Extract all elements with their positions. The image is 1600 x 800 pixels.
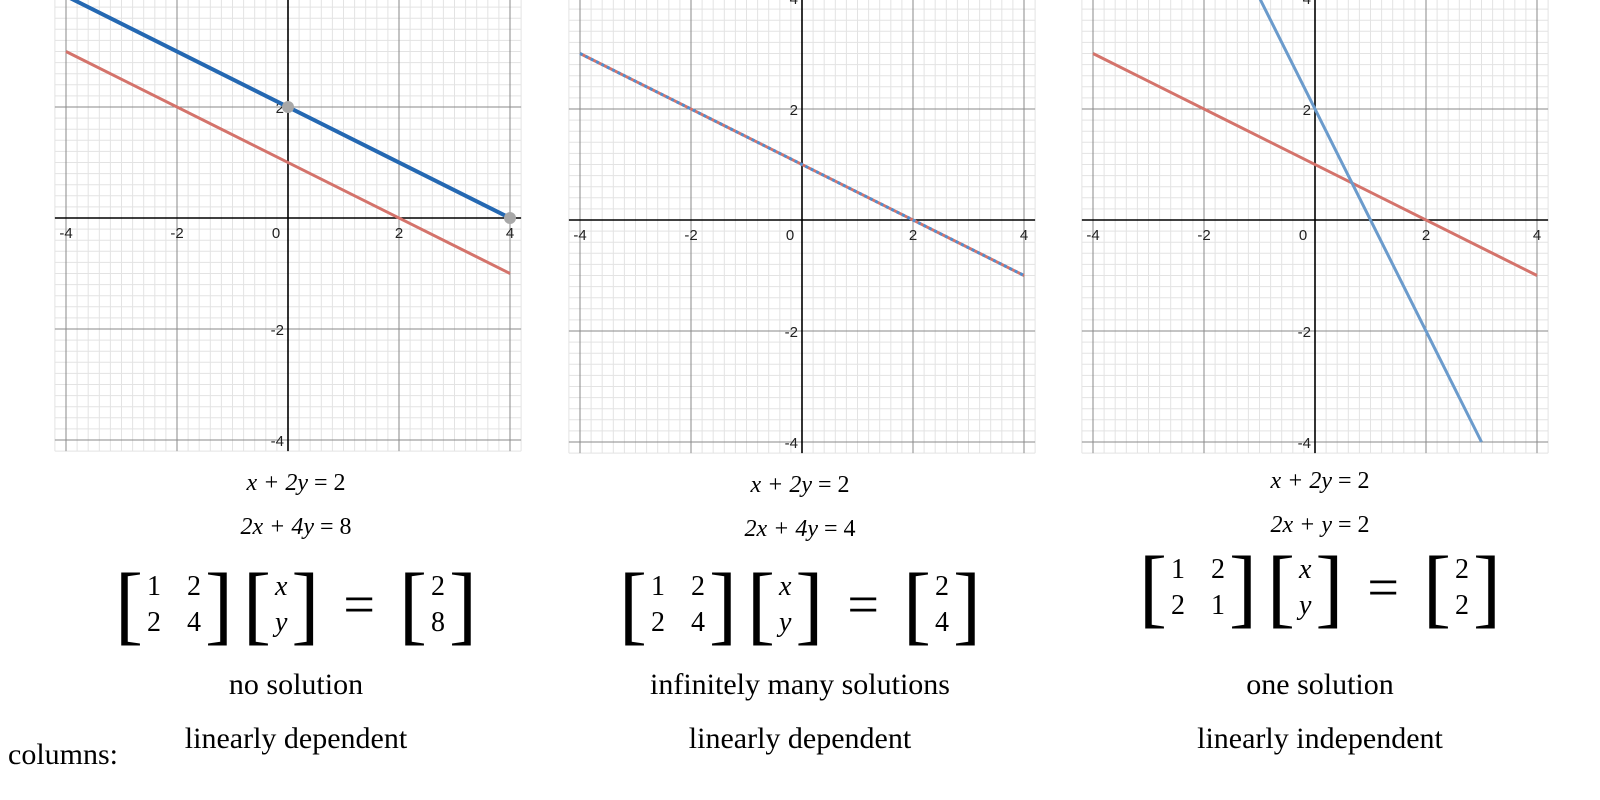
series-line-2: [1258, 0, 1483, 443]
equation-2: 2x + y = 2: [1270, 512, 1370, 538]
y-tick-label: 2: [276, 100, 284, 117]
equation-1: x + 2y = 2: [750, 472, 850, 498]
x-tick-label: 4: [1533, 227, 1541, 244]
panel-infinitely-many: -4 -2 0 2 4 -4 -2 2 4 x + 2y = 2 2x + 4y = 4 [ 1…: [540, 0, 1060, 800]
equation-2: 2x + 4y = 4: [744, 516, 856, 542]
equals-sign: =: [847, 574, 879, 636]
equation-1: x + 2y = 2: [246, 470, 346, 496]
y-tick-label: -4: [1298, 435, 1311, 452]
equation-2: 2x + 4y = 8: [240, 514, 352, 540]
equals-sign: =: [343, 574, 375, 636]
equals-sign: =: [1367, 557, 1399, 619]
y-tick-label: 2: [790, 102, 798, 119]
solution-label: one solution: [1246, 668, 1394, 701]
x-tick-label: 4: [506, 225, 514, 242]
marked-point: [504, 212, 516, 224]
x-tick-label: 2: [395, 225, 403, 242]
x-tick-label: 0: [786, 227, 794, 244]
y-tick-label: 4: [1303, 0, 1311, 8]
equation-1: x + 2y = 2: [1270, 468, 1370, 494]
y-tick-label: -4: [271, 433, 284, 450]
x-tick-label: 0: [1299, 227, 1307, 244]
x-tick-label: -4: [59, 225, 72, 242]
columns-status: linearly dependent: [184, 722, 408, 755]
series-line-1: [65, 50, 511, 275]
y-tick-label: -2: [1298, 324, 1311, 341]
x-tick-label: -4: [573, 227, 586, 244]
x-tick-label: 0: [272, 225, 280, 242]
columns-status: linearly independent: [1197, 722, 1443, 755]
y-tick-label: -2: [785, 324, 798, 341]
y-tick-label: 4: [790, 0, 798, 8]
y-tick-label: -4: [785, 435, 798, 452]
panel-one-solution: -4 -2 0 2 4 -4 -2 2 4 x + 2y = 2 2x + y = 2 [ 12…: [1060, 0, 1580, 800]
solution-label: infinitely many solutions: [650, 668, 950, 701]
x-tick-label: 2: [909, 227, 917, 244]
marked-point: [282, 101, 294, 113]
y-tick-label: 2: [1303, 102, 1311, 119]
plot-one-solution: -4 -2 0 2 4 -4 -2 2 4: [1081, 0, 1549, 454]
plot-infinitely-many: -4 -2 0 2 4 -4 -2 2 4: [568, 0, 1036, 454]
y-tick-label: -2: [271, 322, 284, 339]
x-tick-label: -2: [1197, 227, 1210, 244]
solution-label: no solution: [228, 668, 364, 701]
series-line-2: [579, 52, 1025, 277]
x-tick-label: 4: [1020, 227, 1028, 244]
x-tick-label: -2: [684, 227, 697, 244]
series-line-1: [1092, 52, 1538, 277]
plot-no-solution: -4 -2 0 2 4 -4 -2 2: [54, 0, 522, 452]
x-tick-label: -2: [170, 225, 183, 242]
columns-status: linearly dependent: [688, 722, 912, 755]
x-tick-label: 2: [1422, 227, 1430, 244]
columns-label: columns:: [8, 738, 118, 771]
x-tick-label: -4: [1086, 227, 1099, 244]
